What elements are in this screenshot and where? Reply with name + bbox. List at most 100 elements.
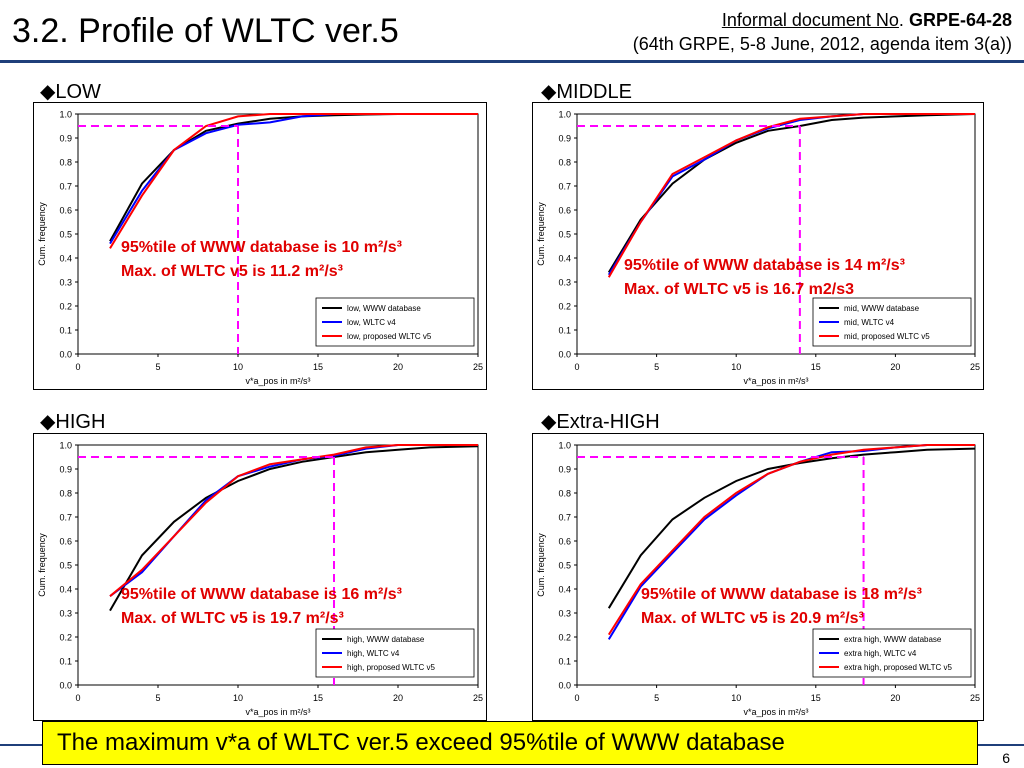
y-tick-label: 0.8 (558, 158, 571, 168)
y-tick-label: 0.1 (59, 326, 72, 336)
x-tick-label: 25 (473, 693, 483, 703)
note-middle-max: Max. of WLTC v5 is 16.7 m2/s3 (624, 281, 855, 298)
series-line-0 (607, 113, 976, 273)
y-tick-label: 0.0 (558, 350, 571, 360)
x-axis-label: v*a_pos in m²/s³ (743, 376, 808, 386)
legend-label-2: extra high, proposed WLTC v5 (844, 663, 952, 672)
series-line-0 (109, 445, 479, 612)
note-low: 95%tile of WWW database is 10 m²/s³ Max.… (121, 236, 402, 284)
x-tick-label: 15 (313, 693, 323, 703)
panel-label-low: ◆LOW (40, 81, 101, 103)
document-number-line: Informal document No. GRPE-64-28 (633, 8, 1012, 32)
legend-box (315, 628, 475, 678)
legend-label-2: mid, proposed WLTC v5 (844, 332, 930, 341)
y-tick-label: 0.3 (558, 278, 571, 288)
y-axis-label: Cum. frequency (536, 202, 546, 266)
x-tick-label: 20 (393, 362, 403, 372)
y-tick-label: 0.4 (59, 585, 72, 595)
chart-frame (532, 102, 984, 390)
header-rule (0, 60, 1024, 63)
y-tick-label: 0.4 (558, 254, 571, 264)
y-axis-label: Cum. frequency (37, 202, 47, 266)
panel-label-high: ◆HIGH (40, 411, 106, 433)
series-line-2 (607, 113, 975, 278)
note-high: 95%tile of WWW database is 16 m²/s³ Max.… (121, 583, 402, 631)
note-high-percentile: 95%tile of WWW database is 16 m²/s³ (121, 586, 402, 603)
document-id: GRPE-64-28 (908, 10, 1012, 30)
chart-low: 0.0 0.1 0.2 0.3 0.4 0.5 0.6 0.7 0.8 0.9 1.0 0 5 10 15 2… (33, 102, 487, 390)
note-high-max: Max. of WLTC v5 is 19.7 m²/s³ (121, 610, 344, 627)
y-tick-label: 0.5 (59, 561, 72, 571)
x-tick-label: 20 (890, 693, 900, 703)
series-line-2 (109, 113, 478, 249)
x-tick-label: 25 (970, 693, 980, 703)
legend-label-1: extra high, WLTC v4 (844, 649, 917, 658)
legend-label-1: mid, WLTC v4 (844, 318, 895, 327)
chart-frame (532, 433, 984, 721)
document-prefix: Informal document No (721, 10, 899, 30)
y-tick-label: 0.3 (59, 278, 72, 288)
legend-label-1: low, WLTC v4 (347, 318, 396, 327)
document-meta: (64th GRPE, 5-8 June, 2012, agenda item … (632, 34, 1012, 54)
y-tick-label: 0.3 (59, 609, 72, 619)
legend-label-0: mid, WWW database (844, 304, 920, 313)
x-tick-label: 0 (75, 362, 80, 372)
x-tick-label: 0 (574, 693, 579, 703)
y-tick-label: 0.5 (558, 230, 571, 240)
y-tick-label: 0.1 (558, 657, 571, 667)
y-tick-label: 0.9 (558, 465, 571, 475)
note-extra-high-percentile: 95%tile of WWW database is 18 m²/s³ (641, 586, 922, 603)
legend-label-2: low, proposed WLTC v5 (347, 332, 432, 341)
x-tick-label: 15 (313, 362, 323, 372)
document-dot: . (898, 10, 904, 30)
legend-label-0: low, WWW database (347, 304, 421, 313)
y-tick-label: 0.0 (558, 681, 571, 691)
x-tick-label: 5 (654, 362, 659, 372)
legend-box (812, 297, 972, 347)
x-tick-label: 0 (75, 693, 80, 703)
y-tick-label: 0.4 (558, 585, 571, 595)
legend-box (315, 297, 475, 347)
chart-high: 0.0 0.1 0.2 0.3 0.4 0.5 0.6 0.7 0.8 0.9 1.0 0 5 10 15 2… (33, 433, 487, 721)
y-tick-label: 0.8 (59, 489, 72, 499)
y-tick-label: 0.6 (558, 537, 571, 547)
x-tick-label: 20 (393, 693, 403, 703)
panel-label-extra-high: ◆Extra-HIGH (541, 411, 660, 433)
x-tick-label: 10 (233, 362, 243, 372)
y-tick-label: 0.8 (59, 158, 72, 168)
y-tick-label: 0.7 (558, 182, 571, 192)
note-extra-high: 95%tile of WWW database is 18 m²/s³ Max.… (641, 583, 922, 631)
y-tick-label: 0.9 (59, 134, 72, 144)
chart-frame (33, 433, 487, 721)
y-tick-label: 0.5 (59, 230, 72, 240)
y-tick-label: 0.3 (558, 609, 571, 619)
y-tick-label: 0.6 (59, 206, 72, 216)
y-tick-label: 0.8 (558, 489, 571, 499)
y-tick-label: 0.6 (558, 206, 571, 216)
y-tick-label: 0.9 (59, 465, 72, 475)
x-axis-label: v*a_pos in m²/s³ (743, 707, 808, 717)
x-axis-label: v*a_pos in m²/s³ (245, 376, 310, 386)
y-tick-label: 1.0 (59, 110, 72, 120)
y-tick-label: 0.2 (59, 302, 72, 312)
x-tick-label: 5 (654, 693, 659, 703)
y-tick-label: 0.0 (59, 350, 72, 360)
series-line-2 (607, 444, 975, 636)
y-tick-label: 0.2 (59, 633, 72, 643)
x-tick-label: 20 (890, 362, 900, 372)
y-tick-label: 0.0 (59, 681, 72, 691)
y-tick-label: 0.6 (59, 537, 72, 547)
x-tick-label: 10 (731, 362, 741, 372)
x-tick-label: 15 (811, 693, 821, 703)
series-line-2 (109, 444, 478, 597)
x-tick-label: 15 (811, 362, 821, 372)
note-low-percentile: 95%tile of WWW database is 10 m²/s³ (121, 239, 402, 256)
note-middle-percentile: 95%tile of WWW database is 14 m²/s³ (624, 257, 905, 274)
y-tick-label: 0.1 (59, 657, 72, 667)
legend-label-0: high, WWW database (347, 635, 425, 644)
y-tick-label: 0.1 (558, 326, 571, 336)
y-tick-label: 0.5 (558, 561, 571, 571)
y-tick-label: 0.4 (59, 254, 72, 264)
x-tick-label: 0 (574, 362, 579, 372)
note-extra-high-max: Max. of WLTC v5 is 20.9 m²/s³ (641, 610, 864, 627)
